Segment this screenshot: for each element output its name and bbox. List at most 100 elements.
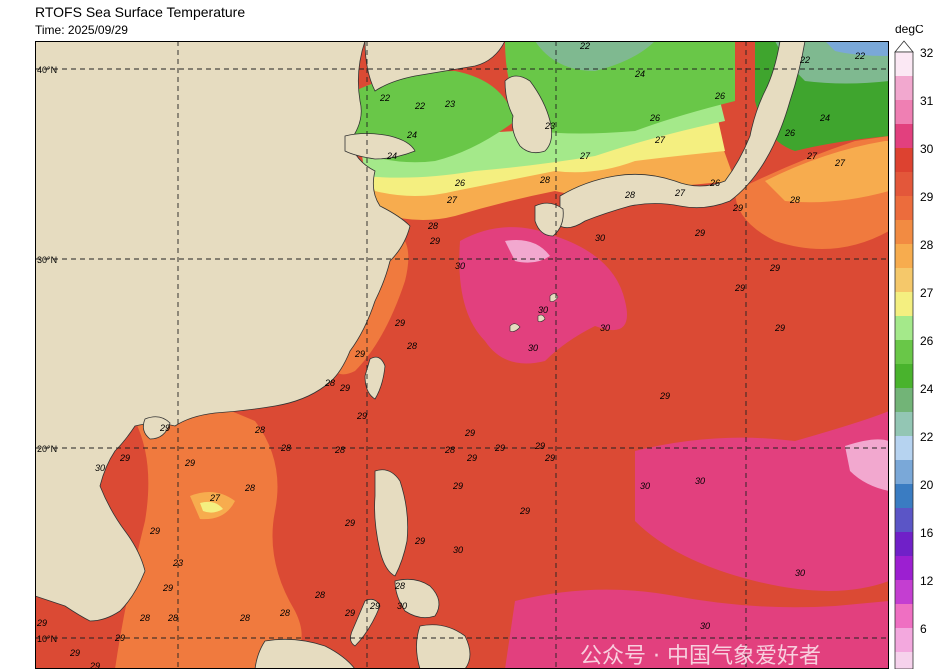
cb-25 <box>895 340 913 364</box>
land-hainan <box>142 416 171 440</box>
cb-32 <box>895 52 913 76</box>
time-label: Time: 2025/09/29 <box>35 23 128 37</box>
watermark: 公众号 · 中国气象爱好者 <box>580 644 821 669</box>
contour-label: 29 <box>544 453 555 463</box>
contour-label: 29 <box>114 633 125 643</box>
colorbar: degC 32 31 30 29 28 27 26 24 22 20 16 12… <box>894 25 934 669</box>
land-ryukyu-1 <box>537 314 546 322</box>
contour-label: 24 <box>819 113 830 123</box>
graticule <box>35 41 889 669</box>
land-visayas <box>394 578 440 619</box>
contour-label: 26 <box>454 178 465 188</box>
cb-tick-30: 30 <box>920 142 934 156</box>
contour-label: 28 <box>324 378 335 388</box>
contour-label: 26 <box>714 91 725 101</box>
contour-label: 29 <box>69 648 80 658</box>
cb-28-5 <box>895 196 913 220</box>
contour-label: 22 <box>854 51 865 61</box>
warm-zone-kuroshio <box>459 227 627 364</box>
contour-label: 30 <box>595 233 605 243</box>
contour-label: 29 <box>429 236 440 246</box>
contour-label: 30 <box>640 481 650 491</box>
contour-label: 29 <box>414 536 425 546</box>
contour-label: 24 <box>406 130 417 140</box>
cb-31 <box>895 76 913 100</box>
contour-label: 29 <box>354 349 365 359</box>
contour-label: 29 <box>184 458 195 468</box>
sst-map: 40°N 30°N 20°N 10°N 22 22 24 24 23 23 22… <box>35 41 889 669</box>
cb-27-5 <box>895 244 913 268</box>
contour-label: 30 <box>795 568 805 578</box>
cb-22 <box>895 412 913 436</box>
contour-label: 29 <box>369 601 380 611</box>
contour-label: 27 <box>806 151 818 161</box>
cb-26-5 <box>895 292 913 316</box>
cb-tick-29: 29 <box>920 190 934 204</box>
contour-label: 30 <box>455 261 465 271</box>
cb-tick-26: 26 <box>920 334 934 348</box>
contour-label: 29 <box>89 661 100 669</box>
cb-tick-6: 6 <box>920 622 927 636</box>
contour-label: 29 <box>339 383 350 393</box>
contour-label: 29 <box>394 318 405 328</box>
contour-label: 29 <box>452 481 463 491</box>
contour-label: 29 <box>519 506 530 516</box>
cb-tick-16: 16 <box>920 526 934 540</box>
contour-label: 29 <box>734 283 745 293</box>
cb-4 <box>895 652 913 669</box>
contour-label: 29 <box>769 263 780 273</box>
contour-label: 28 <box>314 590 325 600</box>
land-kyushu <box>534 202 564 237</box>
contour-label: 28 <box>394 581 405 591</box>
band-22-north <box>535 41 655 71</box>
contour-label: 22 <box>379 93 390 103</box>
contour-label: 29 <box>36 618 47 628</box>
contour-label: 30 <box>397 601 407 611</box>
contour-label: 29 <box>494 443 505 453</box>
contour-label: 28 <box>539 175 550 185</box>
cb-20 <box>895 460 913 484</box>
contour-label: 30 <box>695 476 705 486</box>
contour-label: 28 <box>444 445 455 455</box>
warm-zone-patch <box>505 240 550 263</box>
contour-label: 28 <box>139 613 150 623</box>
land-ryukyu-3 <box>509 323 521 332</box>
cb-16 <box>895 508 913 532</box>
contour-label: 29 <box>162 583 173 593</box>
lat-label-10n: 10°N <box>37 634 57 644</box>
contour-label: 28 <box>334 445 345 455</box>
cb-tick-31: 31 <box>920 94 934 108</box>
contour-label: 24 <box>634 69 645 79</box>
contour-label: 30 <box>600 323 610 333</box>
contour-label: 28 <box>280 443 291 453</box>
contour-label: 28 <box>239 613 250 623</box>
contour-label: 30 <box>453 545 463 555</box>
warm-zone-far-east <box>845 439 889 491</box>
cb-23 <box>895 388 913 412</box>
contour-label: 22 <box>414 101 425 111</box>
cb-30-5 <box>895 100 913 124</box>
contour-label: 29 <box>159 423 170 433</box>
cb-tick-28: 28 <box>920 238 934 252</box>
cb-tick-32: 32 <box>920 46 934 60</box>
warm-zone-east <box>635 411 889 591</box>
contour-label: 29 <box>659 391 670 401</box>
contour-label: 29 <box>119 453 130 463</box>
land-shandong <box>344 133 416 160</box>
contour-label: 27 <box>446 195 458 205</box>
contour-label: 28 <box>789 195 800 205</box>
cb-tick-27: 27 <box>920 286 934 300</box>
contour-label: 30 <box>95 463 105 473</box>
contour-label: 28 <box>624 190 635 200</box>
contour-label: 29 <box>732 203 743 213</box>
warm-zone-south <box>505 589 889 669</box>
contour-label: 22 <box>579 41 590 51</box>
lat-label-30n: 30°N <box>37 255 57 265</box>
contour-label: 30 <box>538 305 548 315</box>
cb-26 <box>895 316 913 340</box>
cb-29-5 <box>895 148 913 172</box>
colorbar-unit: degC <box>895 25 924 36</box>
cb-27 <box>895 268 913 292</box>
contour-label: 27 <box>654 135 666 145</box>
contour-label: 29 <box>534 441 545 451</box>
